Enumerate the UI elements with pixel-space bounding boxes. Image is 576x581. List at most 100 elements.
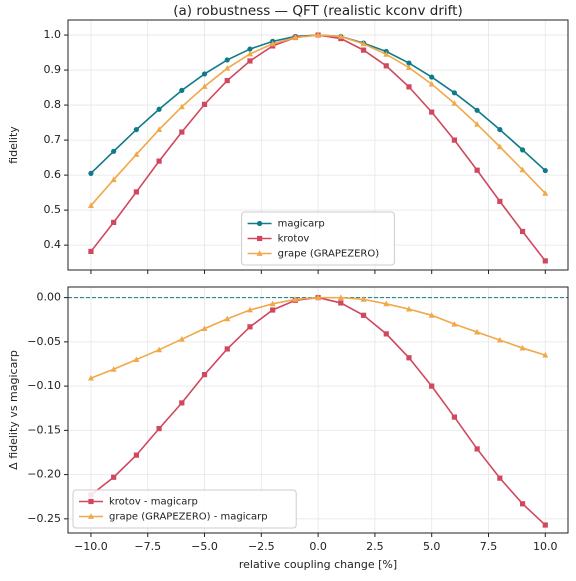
legend-label: grape (GRAPEZERO) — [278, 249, 380, 260]
marker — [519, 147, 526, 153]
marker — [156, 106, 162, 112]
marker — [429, 383, 435, 389]
marker — [383, 51, 390, 57]
legend-box — [72, 489, 297, 529]
marker — [201, 101, 208, 107]
marker — [201, 83, 208, 89]
y-tick-label: 0.7 — [44, 133, 62, 146]
legend-box — [241, 211, 395, 266]
marker — [406, 355, 412, 361]
y-tick-label: −0.10 — [27, 379, 61, 392]
marker — [406, 60, 412, 66]
marker — [542, 167, 548, 174]
marker — [224, 65, 231, 71]
x-tick-label: 2.5 — [366, 540, 384, 553]
legend-marker — [257, 220, 263, 227]
marker — [201, 325, 208, 331]
marker — [224, 315, 231, 322]
legend-marker — [257, 235, 263, 242]
marker — [292, 34, 299, 40]
marker — [111, 474, 117, 480]
marker — [87, 374, 94, 381]
marker — [337, 294, 344, 301]
marker — [87, 202, 94, 208]
marker — [201, 372, 208, 378]
marker — [156, 158, 162, 164]
marker — [383, 300, 390, 307]
y-tick-label: 0.6 — [44, 168, 62, 181]
marker — [451, 100, 458, 106]
marker — [474, 446, 480, 452]
marker — [451, 137, 458, 143]
marker — [451, 320, 458, 327]
marker — [111, 148, 117, 154]
marker — [497, 475, 503, 481]
y-tick-label: 0.00 — [37, 291, 62, 304]
marker — [111, 219, 117, 225]
marker — [224, 77, 230, 84]
x-tick-label: −5.0 — [191, 540, 218, 553]
legend-label: grape (GRAPEZERO) - magicarp — [109, 512, 268, 523]
marker — [88, 248, 94, 255]
marker — [405, 305, 412, 312]
marker — [360, 40, 367, 47]
marker — [474, 107, 480, 113]
plot-frame — [67, 286, 569, 534]
marker — [133, 126, 139, 133]
y-tick-label: 0.9 — [44, 63, 62, 76]
marker — [542, 522, 548, 528]
legend-marker — [88, 498, 94, 505]
marker — [269, 300, 276, 307]
marker — [360, 296, 367, 302]
marker — [224, 57, 230, 63]
marker — [133, 189, 139, 195]
marker — [247, 324, 253, 330]
marker — [497, 126, 503, 133]
marker — [383, 331, 389, 337]
x-tick-label: 5.0 — [423, 540, 441, 553]
marker — [247, 58, 253, 64]
legend-label: magicarp — [278, 219, 325, 230]
marker — [451, 414, 458, 420]
marker — [519, 228, 526, 235]
marker — [519, 166, 526, 173]
legend-label: krotov — [278, 234, 310, 245]
y-tick-label: 0.5 — [44, 203, 62, 216]
marker — [474, 167, 480, 173]
marker — [519, 344, 526, 351]
marker — [292, 296, 299, 302]
y-tick-label: 0.4 — [44, 238, 62, 251]
y-tick-label: −0.05 — [27, 335, 61, 348]
marker — [338, 300, 344, 306]
marker — [496, 336, 503, 343]
marker — [88, 170, 94, 176]
plot-frame — [67, 19, 569, 271]
x-tick-label: −7.5 — [134, 540, 161, 553]
marker — [179, 400, 185, 406]
marker — [246, 306, 253, 313]
x-tick-label: −10.0 — [74, 540, 108, 553]
marker — [360, 312, 367, 318]
y-tick-label: −0.25 — [27, 512, 61, 525]
chart-title: (a) robustness — QFT (realistic kconv dr… — [173, 3, 462, 19]
marker — [178, 103, 185, 110]
x-axis-label: relative coupling change [%] — [239, 558, 397, 571]
marker — [269, 40, 276, 47]
x-tick-label: −2.5 — [248, 540, 275, 553]
y-tick-label: −0.20 — [27, 468, 61, 481]
marker — [519, 501, 526, 507]
marker — [133, 151, 140, 157]
marker — [156, 425, 162, 432]
marker — [428, 312, 435, 318]
y-tick-label: 1.0 — [44, 28, 62, 41]
marker — [246, 50, 253, 57]
y-tick-label: −0.15 — [27, 423, 61, 436]
marker — [428, 80, 435, 87]
legend-label: krotov - magicarp — [109, 497, 198, 508]
marker — [224, 346, 230, 352]
marker — [133, 452, 139, 458]
marker — [315, 31, 322, 38]
marker — [110, 366, 117, 372]
marker — [429, 74, 435, 80]
marker — [496, 143, 503, 150]
